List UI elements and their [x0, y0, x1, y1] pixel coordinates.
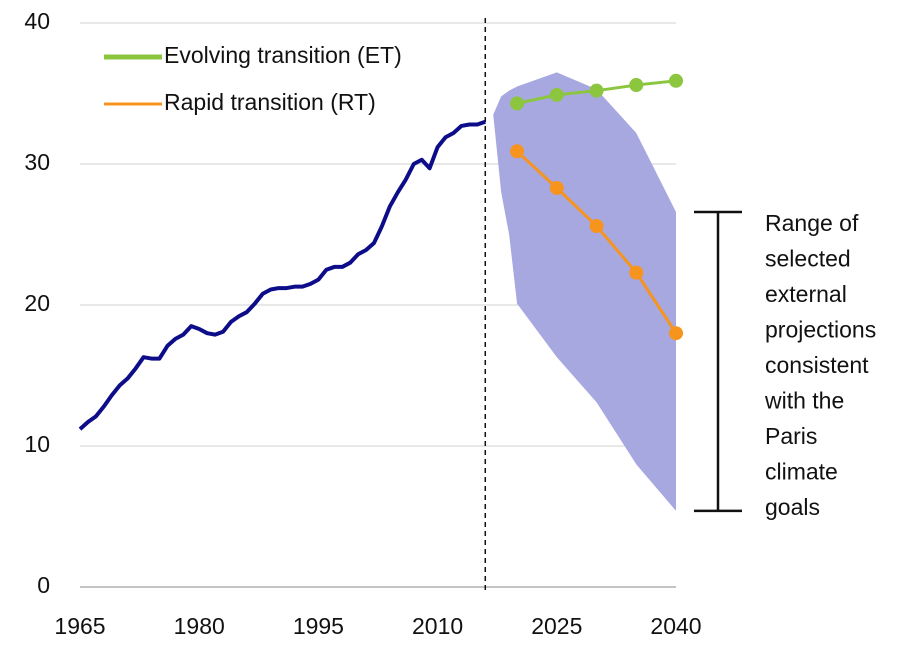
series-point: [669, 73, 683, 88]
series-point: [669, 326, 683, 341]
series-point: [549, 180, 564, 195]
x-tick-label: 1965: [54, 613, 105, 639]
y-tick-label: 10: [24, 431, 50, 457]
x-tick-label: 1995: [293, 613, 344, 639]
x-tick-label: 2025: [531, 613, 582, 639]
series-point: [549, 87, 564, 102]
annotation: Range of: [765, 210, 859, 236]
series-point: [589, 83, 604, 98]
series-point: [510, 144, 525, 159]
y-tick-label: 30: [24, 149, 50, 175]
series-point: [510, 96, 525, 111]
annotation: external: [765, 281, 847, 307]
y-tick-label: 40: [24, 8, 50, 34]
annotation: goals: [765, 494, 820, 520]
legend-label: Rapid transition (RT): [164, 89, 376, 115]
annotation: projections: [765, 317, 876, 343]
series-point: [589, 219, 604, 234]
annotation: Paris: [765, 423, 817, 449]
history-line: [78, 119, 486, 431]
y-tick-label: 0: [37, 572, 50, 598]
x-tick-label: 1980: [174, 613, 225, 639]
projection-range: [493, 72, 676, 511]
annotation: selected: [765, 246, 851, 272]
annotation: with the: [764, 388, 844, 414]
x-tick-label: 2010: [412, 613, 463, 639]
x-tick-label: 2040: [650, 613, 701, 639]
series-point: [629, 265, 644, 280]
y-tick-label: 20: [24, 290, 50, 316]
annotation: climate: [765, 459, 838, 485]
series-point: [629, 78, 644, 93]
annotation: consistent: [765, 352, 869, 378]
legend-label: Evolving transition (ET): [164, 42, 402, 68]
